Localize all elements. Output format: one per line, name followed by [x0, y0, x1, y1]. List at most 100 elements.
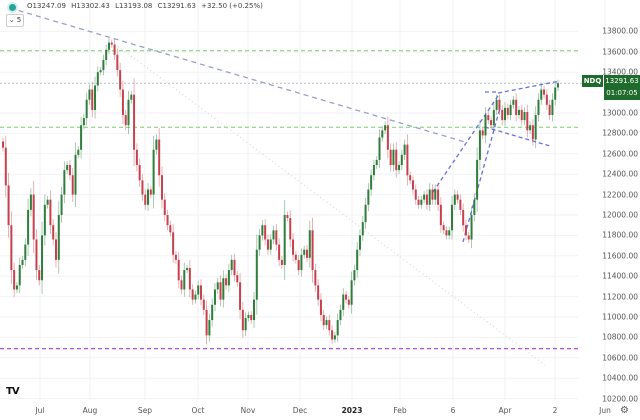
- candle-body: [540, 89, 543, 100]
- candle-body: [409, 175, 412, 181]
- candle-body: [325, 320, 328, 326]
- candle: [255, 234, 258, 315]
- symbol-badge: NDQ: [582, 75, 603, 87]
- price-tick-label: 11000.00: [602, 312, 638, 322]
- channel-upper-line[interactable]: [497, 80, 561, 94]
- candle: [133, 78, 136, 167]
- candle: [423, 190, 426, 204]
- candle-body: [172, 232, 175, 255]
- candle: [297, 254, 300, 276]
- candle: [216, 277, 219, 294]
- time-tick-label: Feb: [393, 406, 407, 415]
- candle-body: [292, 239, 295, 255]
- candle-body: [110, 42, 113, 45]
- candle-body: [107, 42, 110, 50]
- candle: [476, 147, 479, 213]
- candle: [381, 126, 384, 142]
- candle: [138, 158, 141, 187]
- price-tick-label: 13400.00: [602, 67, 638, 77]
- price-tick-label: 11400.00: [602, 271, 638, 281]
- long-trendline[interactable]: [9, 7, 466, 143]
- candle-body: [303, 249, 306, 255]
- time-tick-label: Dec: [292, 406, 308, 415]
- candle: [177, 252, 180, 288]
- candle-body: [378, 137, 381, 160]
- candle: [286, 211, 289, 222]
- candle: [456, 190, 459, 204]
- candle-body: [71, 175, 74, 195]
- candle: [557, 79, 559, 92]
- candle-body: [169, 225, 172, 233]
- gear-icon[interactable]: ⚙: [620, 405, 629, 416]
- candle: [409, 171, 412, 185]
- price-tick-label: 11800.00: [602, 230, 638, 240]
- candle: [43, 194, 46, 246]
- candle-body: [487, 115, 490, 121]
- candle-body: [517, 109, 520, 116]
- candle-body: [504, 107, 507, 121]
- candle: [395, 142, 398, 178]
- candle: [107, 38, 110, 55]
- candle: [155, 134, 158, 155]
- candle-body: [414, 189, 417, 200]
- price-tick-label: 11600.00: [602, 251, 638, 261]
- collapse-indicators-button[interactable]: ⌄ 5: [6, 14, 24, 27]
- candle-body: [417, 199, 420, 205]
- candle-body: [38, 270, 41, 281]
- candle: [174, 250, 177, 264]
- candle-body: [197, 285, 200, 295]
- candle: [431, 184, 434, 205]
- candle-body: [124, 115, 127, 126]
- candle-body: [375, 159, 378, 166]
- candle-body: [13, 270, 16, 290]
- candle-body: [18, 264, 21, 286]
- candle: [372, 159, 375, 181]
- candle: [258, 229, 261, 256]
- candle: [305, 245, 308, 263]
- candle-body: [400, 154, 403, 166]
- candle-body: [32, 194, 35, 240]
- candle-body: [439, 204, 442, 226]
- candle-body: [119, 70, 122, 90]
- candle: [464, 220, 467, 241]
- candle-body: [272, 230, 275, 240]
- candle: [230, 254, 233, 276]
- wedge-lower-line[interactable]: [462, 107, 501, 243]
- candle-body: [7, 185, 10, 226]
- candle-body: [88, 89, 91, 100]
- candle: [163, 193, 166, 222]
- candle: [358, 229, 361, 256]
- candle-body: [227, 270, 230, 286]
- tradingview-logo[interactable]: TV: [6, 386, 20, 397]
- candle: [96, 66, 99, 92]
- candle: [41, 221, 44, 295]
- candle: [130, 90, 133, 104]
- candle: [414, 184, 417, 205]
- candle-body: [311, 230, 314, 271]
- candle-body: [255, 249, 258, 300]
- candle: [453, 189, 456, 210]
- candle: [292, 233, 295, 262]
- candle-body: [331, 330, 334, 340]
- channel-lower-line[interactable]: [484, 126, 551, 147]
- candle-body: [225, 278, 228, 286]
- wedge-upper-line[interactable]: [432, 92, 501, 193]
- candle-body: [266, 239, 269, 250]
- candle-body: [462, 209, 465, 226]
- time-tick-label: 6: [450, 406, 456, 415]
- candle: [311, 217, 314, 283]
- candle-body: [395, 149, 398, 171]
- candle-body: [29, 194, 32, 210]
- candle: [191, 284, 194, 305]
- candle: [250, 311, 253, 324]
- faint-trendline[interactable]: [114, 43, 546, 366]
- candle-body: [99, 70, 102, 73]
- candle: [94, 76, 97, 119]
- candle-body: [459, 199, 462, 210]
- candle-body: [333, 335, 336, 340]
- candle: [398, 161, 401, 174]
- candle-body: [155, 139, 158, 150]
- candle-body: [269, 239, 272, 250]
- candle-body: [464, 225, 467, 236]
